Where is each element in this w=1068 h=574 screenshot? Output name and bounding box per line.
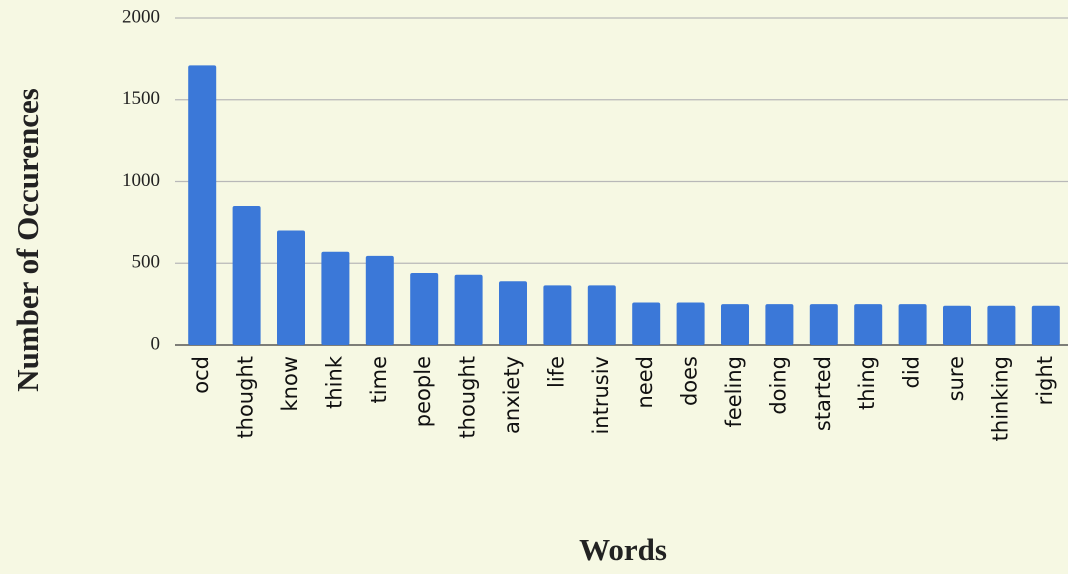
- x-tick-label: thinking: [988, 356, 1012, 441]
- bar: [854, 304, 883, 345]
- x-tick-label: need: [633, 356, 657, 408]
- bar: [321, 251, 350, 345]
- x-tick-label: know: [278, 356, 302, 412]
- bar: [587, 285, 616, 345]
- bar: [277, 230, 305, 345]
- x-tick-label: doing: [766, 356, 790, 415]
- x-tick-label: does: [678, 356, 702, 406]
- x-tick-label: think: [322, 355, 346, 409]
- bar: [1031, 305, 1060, 345]
- bar: [499, 281, 527, 345]
- bar: [721, 304, 749, 345]
- x-tick-label: thought: [456, 356, 480, 439]
- bar: [232, 206, 261, 345]
- x-tick-label: feeling: [722, 356, 746, 428]
- bar: [188, 65, 217, 345]
- bar: [543, 285, 572, 345]
- x-tick-label: sure: [944, 356, 968, 401]
- x-tick-label: life: [544, 356, 568, 388]
- bar: [454, 274, 483, 345]
- x-tick-label: started: [811, 356, 835, 431]
- bar: [365, 255, 394, 345]
- y-tick-label: 1000: [122, 170, 160, 191]
- y-tick-label: 2000: [122, 6, 160, 27]
- x-axis-title: Words: [579, 532, 667, 567]
- bar: [898, 304, 927, 345]
- y-tick-label: 1500: [122, 88, 160, 109]
- x-tick-label: thing: [855, 356, 879, 410]
- bar: [987, 305, 1016, 345]
- x-tick-label: did: [900, 356, 924, 389]
- bar: [410, 273, 439, 345]
- x-tick-label: people: [411, 356, 435, 427]
- x-tick-label: time: [367, 356, 391, 403]
- y-tick-label: 500: [132, 252, 161, 273]
- x-tick-label: anxiety: [500, 356, 524, 434]
- y-tick-label: 0: [151, 333, 161, 354]
- bar: [809, 304, 838, 345]
- x-tick-label: right: [1033, 356, 1057, 405]
- x-tick-label: thought: [234, 356, 258, 439]
- y-axis-title: Number of Occurences: [10, 88, 45, 392]
- x-tick-label: intrusiv: [589, 356, 613, 435]
- bar: [943, 305, 971, 345]
- bar: [676, 302, 705, 345]
- bar: [765, 304, 794, 345]
- x-tick-label: ocd: [189, 356, 213, 394]
- bar: [632, 302, 661, 345]
